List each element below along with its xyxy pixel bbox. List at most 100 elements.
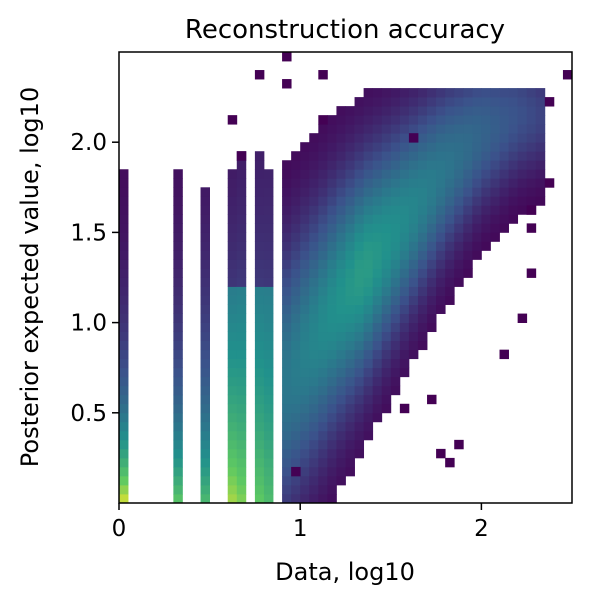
heatmap-cell <box>427 295 437 305</box>
heatmap-cell <box>454 160 464 170</box>
heatmap-cell <box>363 349 374 360</box>
heatmap-cell <box>345 241 355 251</box>
heatmap-cell <box>336 250 346 260</box>
heatmap-cell <box>445 259 455 269</box>
heatmap-cell <box>381 142 392 152</box>
heatmap-cell <box>417 88 428 98</box>
heatmap-cell <box>318 430 328 441</box>
heatmap-cell <box>227 250 238 260</box>
heatmap-cell <box>327 259 337 269</box>
heatmap-cell <box>300 367 310 378</box>
heatmap-cell <box>445 268 455 278</box>
heatmap-cell <box>454 88 464 98</box>
heatmap-cell <box>436 169 446 179</box>
heatmap-cell <box>227 187 238 197</box>
heatmap-cell <box>119 403 129 414</box>
heatmap-cell <box>309 259 319 269</box>
heatmap-cell <box>390 241 401 251</box>
heatmap-cell <box>417 124 428 134</box>
heatmap-cell <box>372 412 383 423</box>
heatmap-cell <box>336 430 346 441</box>
heatmap-cell <box>381 160 392 170</box>
heatmap-cell <box>345 268 355 278</box>
heatmap-cell <box>254 466 265 477</box>
heatmap-cell <box>363 403 374 414</box>
heatmap-cell <box>200 340 210 351</box>
heatmap-cell <box>490 169 500 179</box>
heatmap-cell <box>318 178 328 188</box>
heatmap-cell <box>454 268 464 278</box>
heatmap-cell <box>227 340 238 351</box>
heatmap-cell <box>472 88 482 98</box>
heatmap-cell <box>309 331 319 342</box>
heatmap-cell <box>517 124 528 134</box>
heatmap-cell <box>336 439 346 450</box>
heatmap-cell <box>327 421 337 432</box>
heatmap-cell <box>463 205 473 215</box>
heatmap-cell <box>263 376 274 387</box>
heatmap-cell <box>363 259 374 269</box>
heatmap-cell <box>472 250 482 260</box>
heatmap-cell <box>318 493 328 504</box>
heatmap-cell <box>463 268 473 278</box>
heatmap-cell <box>354 403 365 414</box>
heatmap-cell <box>417 277 428 287</box>
heatmap-cell <box>363 241 374 251</box>
heatmap-cell <box>381 313 392 323</box>
heatmap-cell <box>490 223 500 233</box>
heatmap-cell <box>173 439 183 450</box>
heatmap-cell <box>508 196 519 206</box>
heatmap-cell <box>173 448 183 459</box>
heatmap-cell <box>300 403 310 414</box>
heatmap-cell <box>173 484 183 495</box>
heatmap-cell <box>381 214 392 224</box>
heatmap-cell <box>173 466 183 477</box>
heatmap-cell <box>436 196 446 206</box>
heatmap-cell <box>345 187 355 197</box>
heatmap-cell <box>282 214 292 224</box>
heatmap-cell <box>119 304 129 314</box>
heatmap-cell <box>282 466 292 477</box>
heatmap-cell <box>318 484 328 495</box>
heatmap-cell <box>499 187 509 197</box>
heatmap-cell <box>336 169 346 179</box>
heatmap-cell <box>263 421 274 432</box>
heatmap-cell <box>354 376 365 387</box>
heatmap-cell <box>472 223 482 233</box>
heatmap-cell <box>417 205 428 215</box>
heatmap-cell <box>399 277 410 287</box>
heatmap-cell <box>427 115 437 125</box>
heatmap-cell <box>318 394 328 405</box>
heatmap-cell <box>254 187 265 197</box>
heatmap-cell <box>372 178 383 188</box>
heatmap-cell <box>535 151 546 161</box>
heatmap-cell <box>336 151 346 161</box>
heatmap-cell <box>481 205 491 215</box>
heatmap-cell <box>318 169 328 179</box>
heatmap-cell <box>390 277 401 287</box>
heatmap-cell <box>254 457 265 468</box>
heatmap-cell <box>309 223 319 233</box>
heatmap-cell <box>318 313 328 323</box>
heatmap-cell <box>291 313 301 323</box>
heatmap-cell <box>263 475 274 486</box>
heatmap-cell <box>427 160 437 170</box>
heatmap-cell <box>263 259 274 269</box>
heatmap-cell <box>300 142 310 152</box>
heatmap-cell <box>318 367 328 378</box>
heatmap-cell <box>291 295 301 305</box>
heatmap-outlier-cell <box>291 466 301 477</box>
heatmap-cell <box>291 475 301 486</box>
heatmap-cell <box>309 367 319 378</box>
heatmap-cell <box>300 349 310 360</box>
heatmap-cell <box>390 106 401 116</box>
heatmap-cell <box>119 196 129 206</box>
heatmap-cell <box>381 223 392 233</box>
heatmap-cell <box>200 439 210 450</box>
heatmap-cell <box>372 376 383 387</box>
heatmap-cell <box>282 376 292 387</box>
heatmap-cell <box>499 214 509 224</box>
heatmap-cell <box>427 124 437 134</box>
heatmap-cell <box>327 151 337 161</box>
heatmap-cell <box>227 349 238 360</box>
